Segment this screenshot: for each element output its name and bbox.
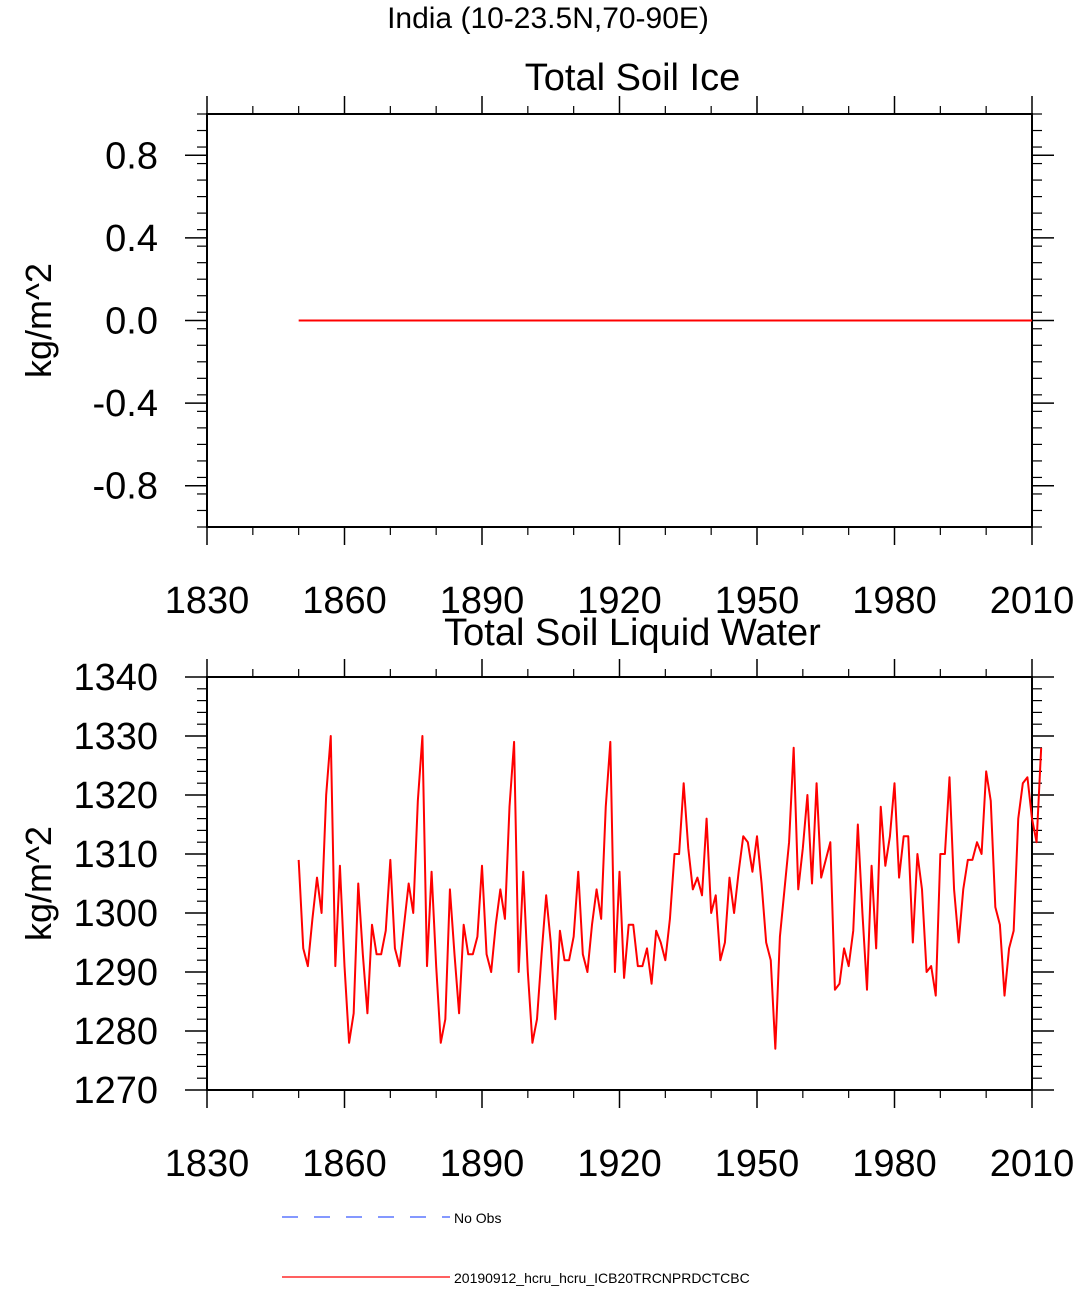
y-tick-label: 1330 [73, 716, 158, 758]
y-tick-label: 0.0 [105, 301, 158, 343]
panel-total-soil-ice: Total Soil Ice kg/m^2 1830 1860 1890 1920 1950… [18, 57, 1074, 622]
y-tick-label: -0.4 [93, 383, 158, 425]
page-title: India (10-23.5N,70-90E) [387, 2, 709, 35]
legend-label-no-obs: No Obs [454, 1210, 501, 1226]
y-tick-label: 1290 [73, 952, 158, 994]
y-tick-label: 1320 [73, 775, 158, 817]
x-tick-label: 2010 [990, 580, 1075, 622]
chart-title: Total Soil Ice [525, 57, 740, 99]
x-tick-label: 1860 [302, 1143, 387, 1185]
y-axis-label: kg/m^2 [18, 263, 59, 378]
y-tick-label: 1310 [73, 834, 158, 876]
x-tick-label: 1890 [440, 580, 525, 622]
x-tick-label: 1950 [715, 1143, 800, 1185]
x-tick-label: 1920 [577, 580, 662, 622]
x-tick-label: 1830 [165, 1143, 250, 1185]
panel-total-soil-liquid-water: Total Soil Liquid Water kg/m^2 1830 1860 189… [18, 612, 1074, 1185]
y-tick-label: -0.8 [93, 466, 158, 508]
y-tick-label: 0.4 [105, 218, 158, 260]
x-tick-label: 1980 [852, 580, 937, 622]
y-tick-label: 0.8 [105, 135, 158, 177]
x-tick-label: 1920 [577, 1143, 662, 1185]
y-tick-label: 1280 [73, 1011, 158, 1053]
x-tick-label: 1950 [715, 580, 800, 622]
x-tick-label: 1860 [302, 580, 387, 622]
x-tick-label: 2010 [990, 1143, 1075, 1185]
y-tick-label: 1340 [73, 657, 158, 699]
y-axis-label: kg/m^2 [18, 826, 59, 941]
legend-label-model: 20190912_hcru_hcru_ICB20TRCNPRDCTCBC [454, 1270, 750, 1286]
y-tick-label: 1300 [73, 893, 158, 935]
chart-title: Total Soil Liquid Water [444, 612, 821, 654]
x-tick-label: 1890 [440, 1143, 525, 1185]
x-tick-label: 1830 [165, 580, 250, 622]
legend: No Obs 20190912_hcru_hcru_ICB20TRCNPRDCT… [282, 1210, 750, 1286]
y-tick-label: 1270 [73, 1070, 158, 1112]
series-line [297, 735, 1043, 1050]
x-tick-label: 1980 [852, 1143, 937, 1185]
